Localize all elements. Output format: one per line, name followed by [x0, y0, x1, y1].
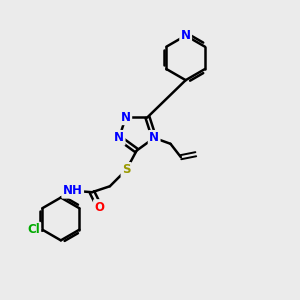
Text: N: N: [121, 111, 131, 124]
Text: Cl: Cl: [27, 223, 40, 236]
Text: NH: NH: [63, 184, 83, 197]
Text: N: N: [114, 131, 124, 144]
Text: N: N: [149, 131, 159, 144]
Text: N: N: [181, 29, 191, 42]
Text: O: O: [94, 201, 104, 214]
Text: S: S: [122, 164, 130, 176]
